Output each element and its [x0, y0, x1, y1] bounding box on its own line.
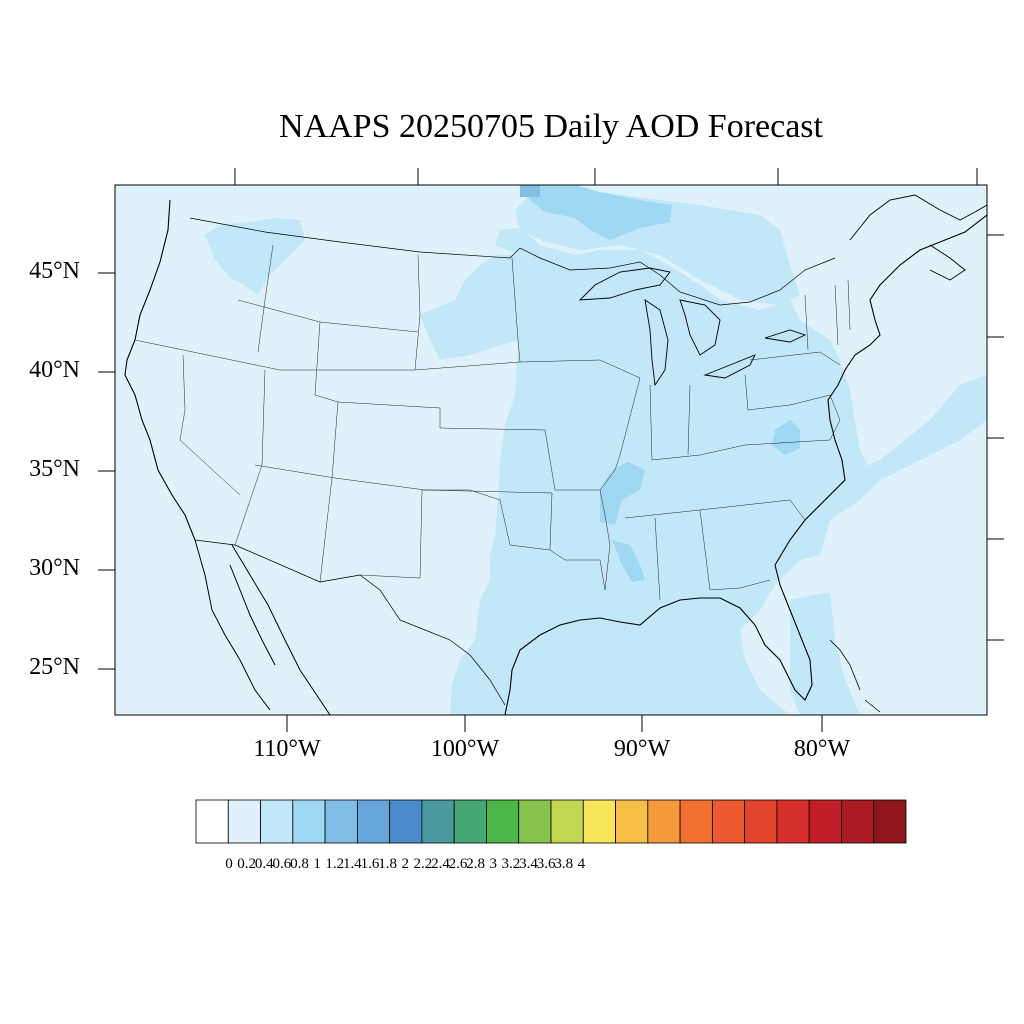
aod-region-louisiana-high [612, 540, 645, 582]
lat-label-40: 40°N [29, 357, 80, 383]
aod-region-lower-mississippi [600, 462, 645, 525]
colorbar-swatch [518, 799, 552, 844]
bahamas-coastline [829, 639, 881, 713]
aod-region-virginia-high [772, 420, 800, 455]
colorbar-label: 3.8 [554, 856, 574, 872]
colorbar-swatch [808, 799, 842, 844]
atlantic-coastline [774, 214, 987, 566]
colorbar-swatch [841, 799, 875, 844]
colorbar-swatch [389, 799, 423, 844]
colorbar-label: 1.6 [360, 856, 380, 872]
colorbar-label: 3.4 [519, 856, 538, 872]
aod-region-southeast-atlantic [790, 592, 860, 715]
lat-label-35: 35°N [29, 456, 80, 482]
lat-label-30: 30°N [29, 555, 80, 581]
maritime-coastline [849, 194, 987, 281]
map-panel [98, 168, 1004, 732]
aod-region-northern-plains [420, 255, 520, 360]
lat-label-45: 45°N [29, 258, 80, 284]
colorbar-label: 1.2 [325, 856, 345, 872]
colorbar-swatch [711, 799, 746, 844]
colorbar-swatch [421, 799, 455, 844]
colorbar-swatch [679, 799, 713, 844]
lake-superior [578, 267, 671, 301]
aod-region-ontario-high [520, 185, 672, 240]
gulf-coastline [504, 564, 813, 715]
aod-region-central-plains [450, 228, 880, 715]
colorbar-swatch [744, 799, 778, 844]
mexico-west-coastline [231, 544, 331, 715]
colorbar-label: 2 [401, 856, 409, 872]
lon-label-110w: 110°W [253, 736, 321, 762]
aod-region-atlantic-plume [835, 375, 987, 500]
colorbar-label: 3 [489, 856, 498, 872]
state-borders [134, 244, 851, 601]
colorbar-label: 1 [313, 856, 321, 872]
map-ticks [98, 168, 1004, 732]
aod-field [205, 185, 987, 715]
lake-huron [679, 299, 721, 356]
colorbar-swatch [550, 799, 584, 844]
colorbar-swatch [615, 799, 649, 844]
colorbar-label: 3.6 [536, 856, 556, 872]
lat-label-25: 25°N [29, 654, 80, 680]
colorbar-label: 2.6 [448, 856, 468, 872]
colorbar-label: 0.8 [290, 856, 309, 872]
colorbar-swatch [260, 799, 294, 844]
aod-region-ontario-max [520, 185, 540, 197]
colorbar-swatch [647, 799, 681, 844]
us-canada-border [189, 217, 836, 306]
colorbar-swatch [486, 799, 520, 844]
colorbar-label: 4 [577, 856, 586, 872]
colorbar-swatch [453, 799, 487, 844]
lake-ontario [764, 329, 807, 343]
colorbar-label: 1.4 [342, 856, 362, 872]
colorbar-label: 2.2 [413, 856, 433, 872]
colorbar-swatch [227, 799, 261, 844]
aod-colorbar [195, 799, 907, 844]
lon-label-80w: 80°W [793, 736, 851, 762]
lake-michigan [644, 299, 669, 387]
colorbar-label: 2.8 [466, 856, 486, 872]
colorbar-label: 3.2 [501, 856, 521, 872]
aod-region-pacific-northwest [205, 218, 305, 295]
map-frame [114, 184, 988, 716]
colorbar-swatch [195, 799, 229, 844]
baja-coastline [194, 539, 276, 711]
colorbar-swatch [582, 799, 616, 844]
colorbar-label: 0.6 [272, 856, 292, 872]
colorbar-swatch [776, 799, 810, 844]
colorbar-label: 1.8 [378, 856, 397, 872]
colorbar-swatch [292, 799, 326, 844]
pacific-coastline [124, 199, 196, 541]
colorbar-label: 0.2 [237, 856, 256, 872]
lon-label-100w: 100°W [430, 736, 500, 762]
colorbar-swatch [356, 799, 391, 844]
colorbar-label: 0.4 [254, 856, 274, 872]
map-title: NAAPS 20250705 Daily AOD Forecast [279, 108, 823, 145]
coastline-and-borders [124, 194, 987, 715]
lake-erie [703, 354, 756, 379]
colorbar-label: 2.4 [431, 856, 450, 872]
lon-label-90w: 90°W [613, 736, 671, 762]
us-mexico-border [194, 539, 506, 706]
colorbar-swatch [873, 799, 907, 844]
colorbar-label: 0 [225, 856, 233, 872]
colorbar-swatch [324, 799, 358, 844]
